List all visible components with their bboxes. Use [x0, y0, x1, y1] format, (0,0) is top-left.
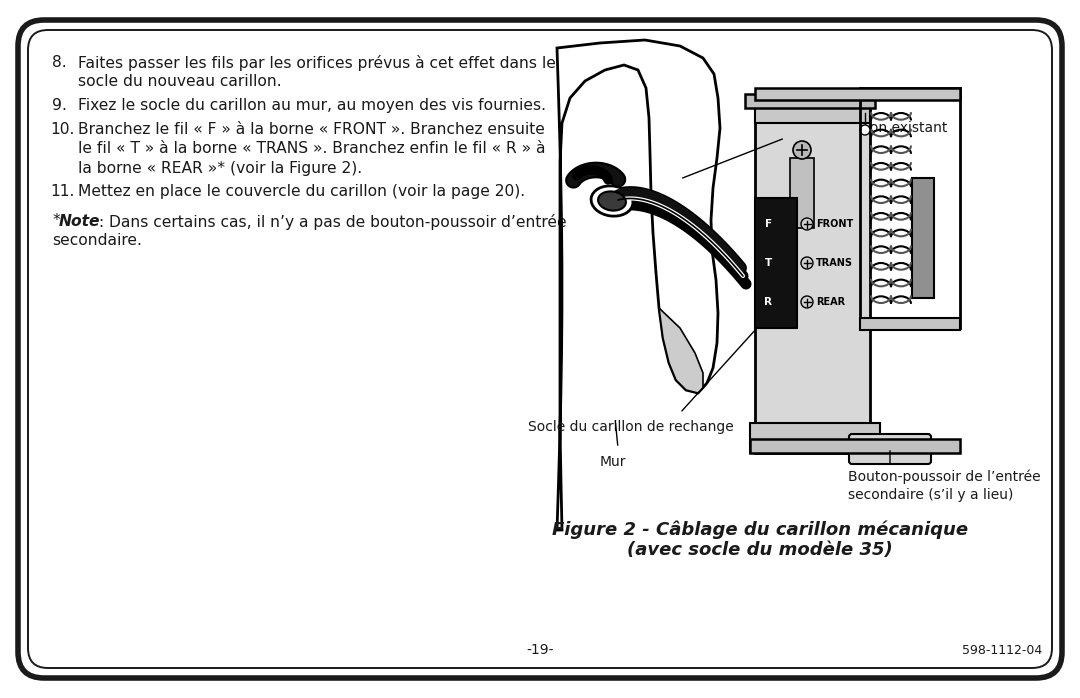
Circle shape [801, 257, 813, 269]
Text: (avec socle du modèle 35): (avec socle du modèle 35) [627, 541, 893, 559]
Circle shape [793, 141, 811, 159]
Text: Note: Note [59, 214, 100, 228]
Text: Bouton-poussoir de l’entrée: Bouton-poussoir de l’entrée [848, 470, 1041, 484]
Circle shape [860, 125, 870, 135]
Text: : Dans certains cas, il n’y a pas de bouton-poussoir d’entrée: : Dans certains cas, il n’y a pas de bou… [94, 214, 567, 230]
FancyBboxPatch shape [912, 178, 934, 298]
Circle shape [801, 218, 813, 230]
Text: TRANS: TRANS [816, 258, 853, 268]
Text: FRONT: FRONT [816, 219, 853, 229]
FancyBboxPatch shape [755, 198, 797, 328]
FancyBboxPatch shape [755, 108, 870, 453]
Text: Fils du carillon existant: Fils du carillon existant [788, 121, 947, 135]
FancyBboxPatch shape [849, 434, 931, 464]
Ellipse shape [591, 186, 633, 216]
Text: T: T [765, 258, 772, 268]
Polygon shape [659, 308, 703, 393]
Text: secondaire.: secondaire. [52, 233, 141, 248]
Text: Branchez le fil « F » à la borne « FRONT ». Branchez ensuite: Branchez le fil « F » à la borne « FRONT… [78, 121, 545, 137]
Circle shape [801, 296, 813, 308]
Text: *: * [52, 214, 59, 228]
FancyBboxPatch shape [745, 94, 875, 108]
FancyBboxPatch shape [18, 20, 1062, 678]
Text: REAR: REAR [816, 297, 846, 307]
Text: 598-1112-04: 598-1112-04 [962, 644, 1042, 657]
Text: 11.: 11. [50, 184, 75, 199]
Ellipse shape [598, 191, 626, 211]
Text: Mur: Mur [600, 455, 626, 469]
FancyBboxPatch shape [755, 103, 870, 123]
Polygon shape [557, 40, 720, 530]
Text: -19-: -19- [526, 643, 554, 657]
Text: Figure 2 - Câblage du carillon mécanique: Figure 2 - Câblage du carillon mécanique [552, 521, 968, 540]
FancyBboxPatch shape [755, 88, 960, 100]
Text: Fixez le socle du carillon au mur, au moyen des vis fournies.: Fixez le socle du carillon au mur, au mo… [78, 98, 546, 113]
Text: le fil « T » à la borne « TRANS ». Branchez enfin le fil « R » à: le fil « T » à la borne « TRANS ». Branc… [78, 141, 545, 156]
Text: 8.: 8. [52, 55, 67, 70]
FancyBboxPatch shape [789, 158, 814, 228]
FancyBboxPatch shape [860, 318, 960, 330]
Text: Faites passer les fils par les orifices prévus à cet effet dans le: Faites passer les fils par les orifices … [78, 55, 556, 71]
Text: 9.: 9. [52, 98, 67, 113]
Text: secondaire (s’il y a lieu): secondaire (s’il y a lieu) [848, 488, 1013, 502]
Text: socle du nouveau carillon.: socle du nouveau carillon. [78, 75, 282, 89]
Text: Mettez en place le couvercle du carillon (voir la page 20).: Mettez en place le couvercle du carillon… [78, 184, 525, 199]
Text: F: F [863, 98, 869, 108]
Text: 10.: 10. [50, 121, 75, 137]
FancyBboxPatch shape [750, 439, 960, 453]
Text: Socle du carillon de rechange: Socle du carillon de rechange [528, 420, 733, 434]
FancyBboxPatch shape [750, 423, 880, 453]
Text: F: F [765, 219, 772, 229]
Text: R: R [765, 297, 772, 307]
Text: la borne « REAR »* (voir la Figure 2).: la borne « REAR »* (voir la Figure 2). [78, 161, 362, 175]
